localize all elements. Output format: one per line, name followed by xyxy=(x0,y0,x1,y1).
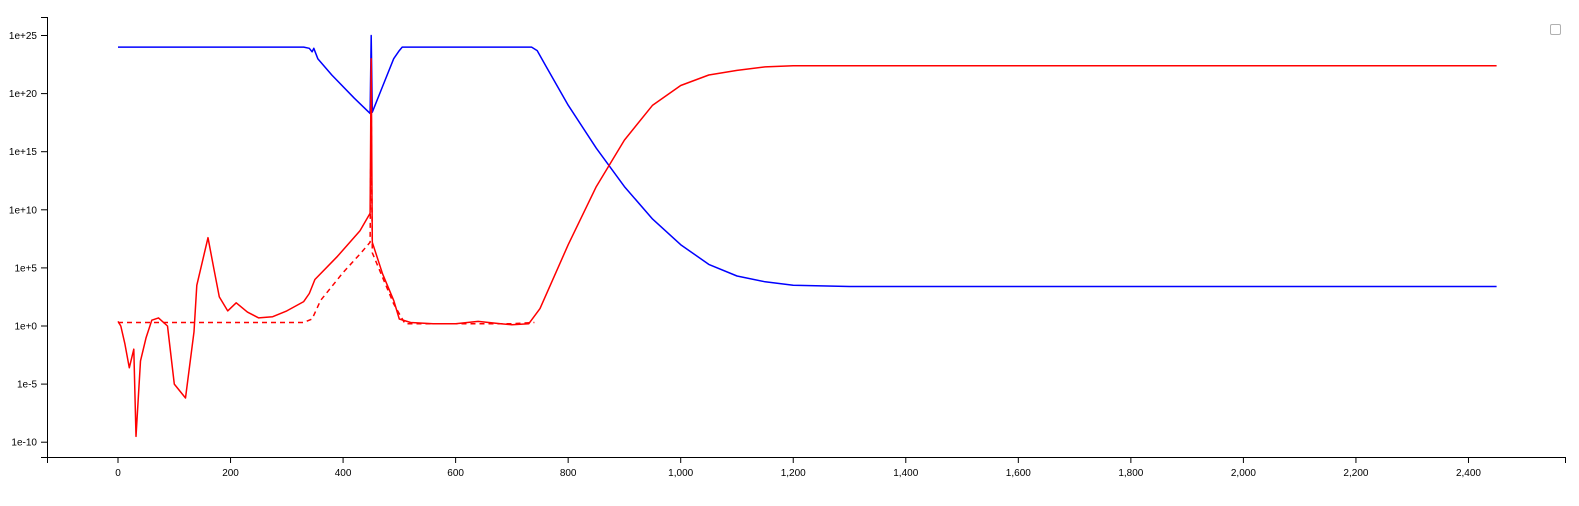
y-tick-label: 1e+0 xyxy=(14,322,37,333)
x-axis-line xyxy=(47,457,1566,463)
y-tick-label: 1e+20 xyxy=(9,89,38,100)
series-line-2 xyxy=(117,57,1497,438)
series-lines xyxy=(117,34,1497,438)
x-axis-ticks: 0 200 400 600 800 1,000 1,200 1,400 1,600 1,800 2,… xyxy=(115,457,1481,479)
x-tick-label: 2,400 xyxy=(1456,468,1481,479)
legend-checkbox[interactable] xyxy=(1550,24,1561,35)
x-tick-label: 1,000 xyxy=(668,468,693,479)
x-tick-label: 2,000 xyxy=(1231,468,1256,479)
x-tick-label: 1,200 xyxy=(781,468,806,479)
y-tick-label: 1e+15 xyxy=(9,147,38,158)
y-tick-label: 1e-10 xyxy=(11,438,37,449)
x-tick-label: 800 xyxy=(560,468,577,479)
x-tick-label: 1,800 xyxy=(1118,468,1143,479)
x-tick-label: 600 xyxy=(447,468,464,479)
x-tick-label: 1,600 xyxy=(1006,468,1031,479)
axes xyxy=(41,17,1566,463)
y-tick-label: 1e+25 xyxy=(9,31,38,42)
x-tick-label: 200 xyxy=(222,468,239,479)
y-axis-line xyxy=(41,17,48,458)
x-tick-label: 400 xyxy=(335,468,352,479)
x-tick-label: 0 xyxy=(115,468,121,479)
y-tick-label: 1e-5 xyxy=(17,380,37,391)
series-line-3 xyxy=(118,104,535,325)
y-tick-label: 1e+10 xyxy=(9,205,38,216)
y-axis-ticks: 1e-10 1e-5 1e+0 1e+5 1e+10 1e+15 1e+20 1e+25 xyxy=(9,31,48,449)
y-tick-label: 1e+5 xyxy=(14,263,37,274)
x-tick-label: 2,200 xyxy=(1343,468,1368,479)
series-line-1 xyxy=(118,34,1497,288)
x-tick-label: 1,400 xyxy=(893,468,918,479)
